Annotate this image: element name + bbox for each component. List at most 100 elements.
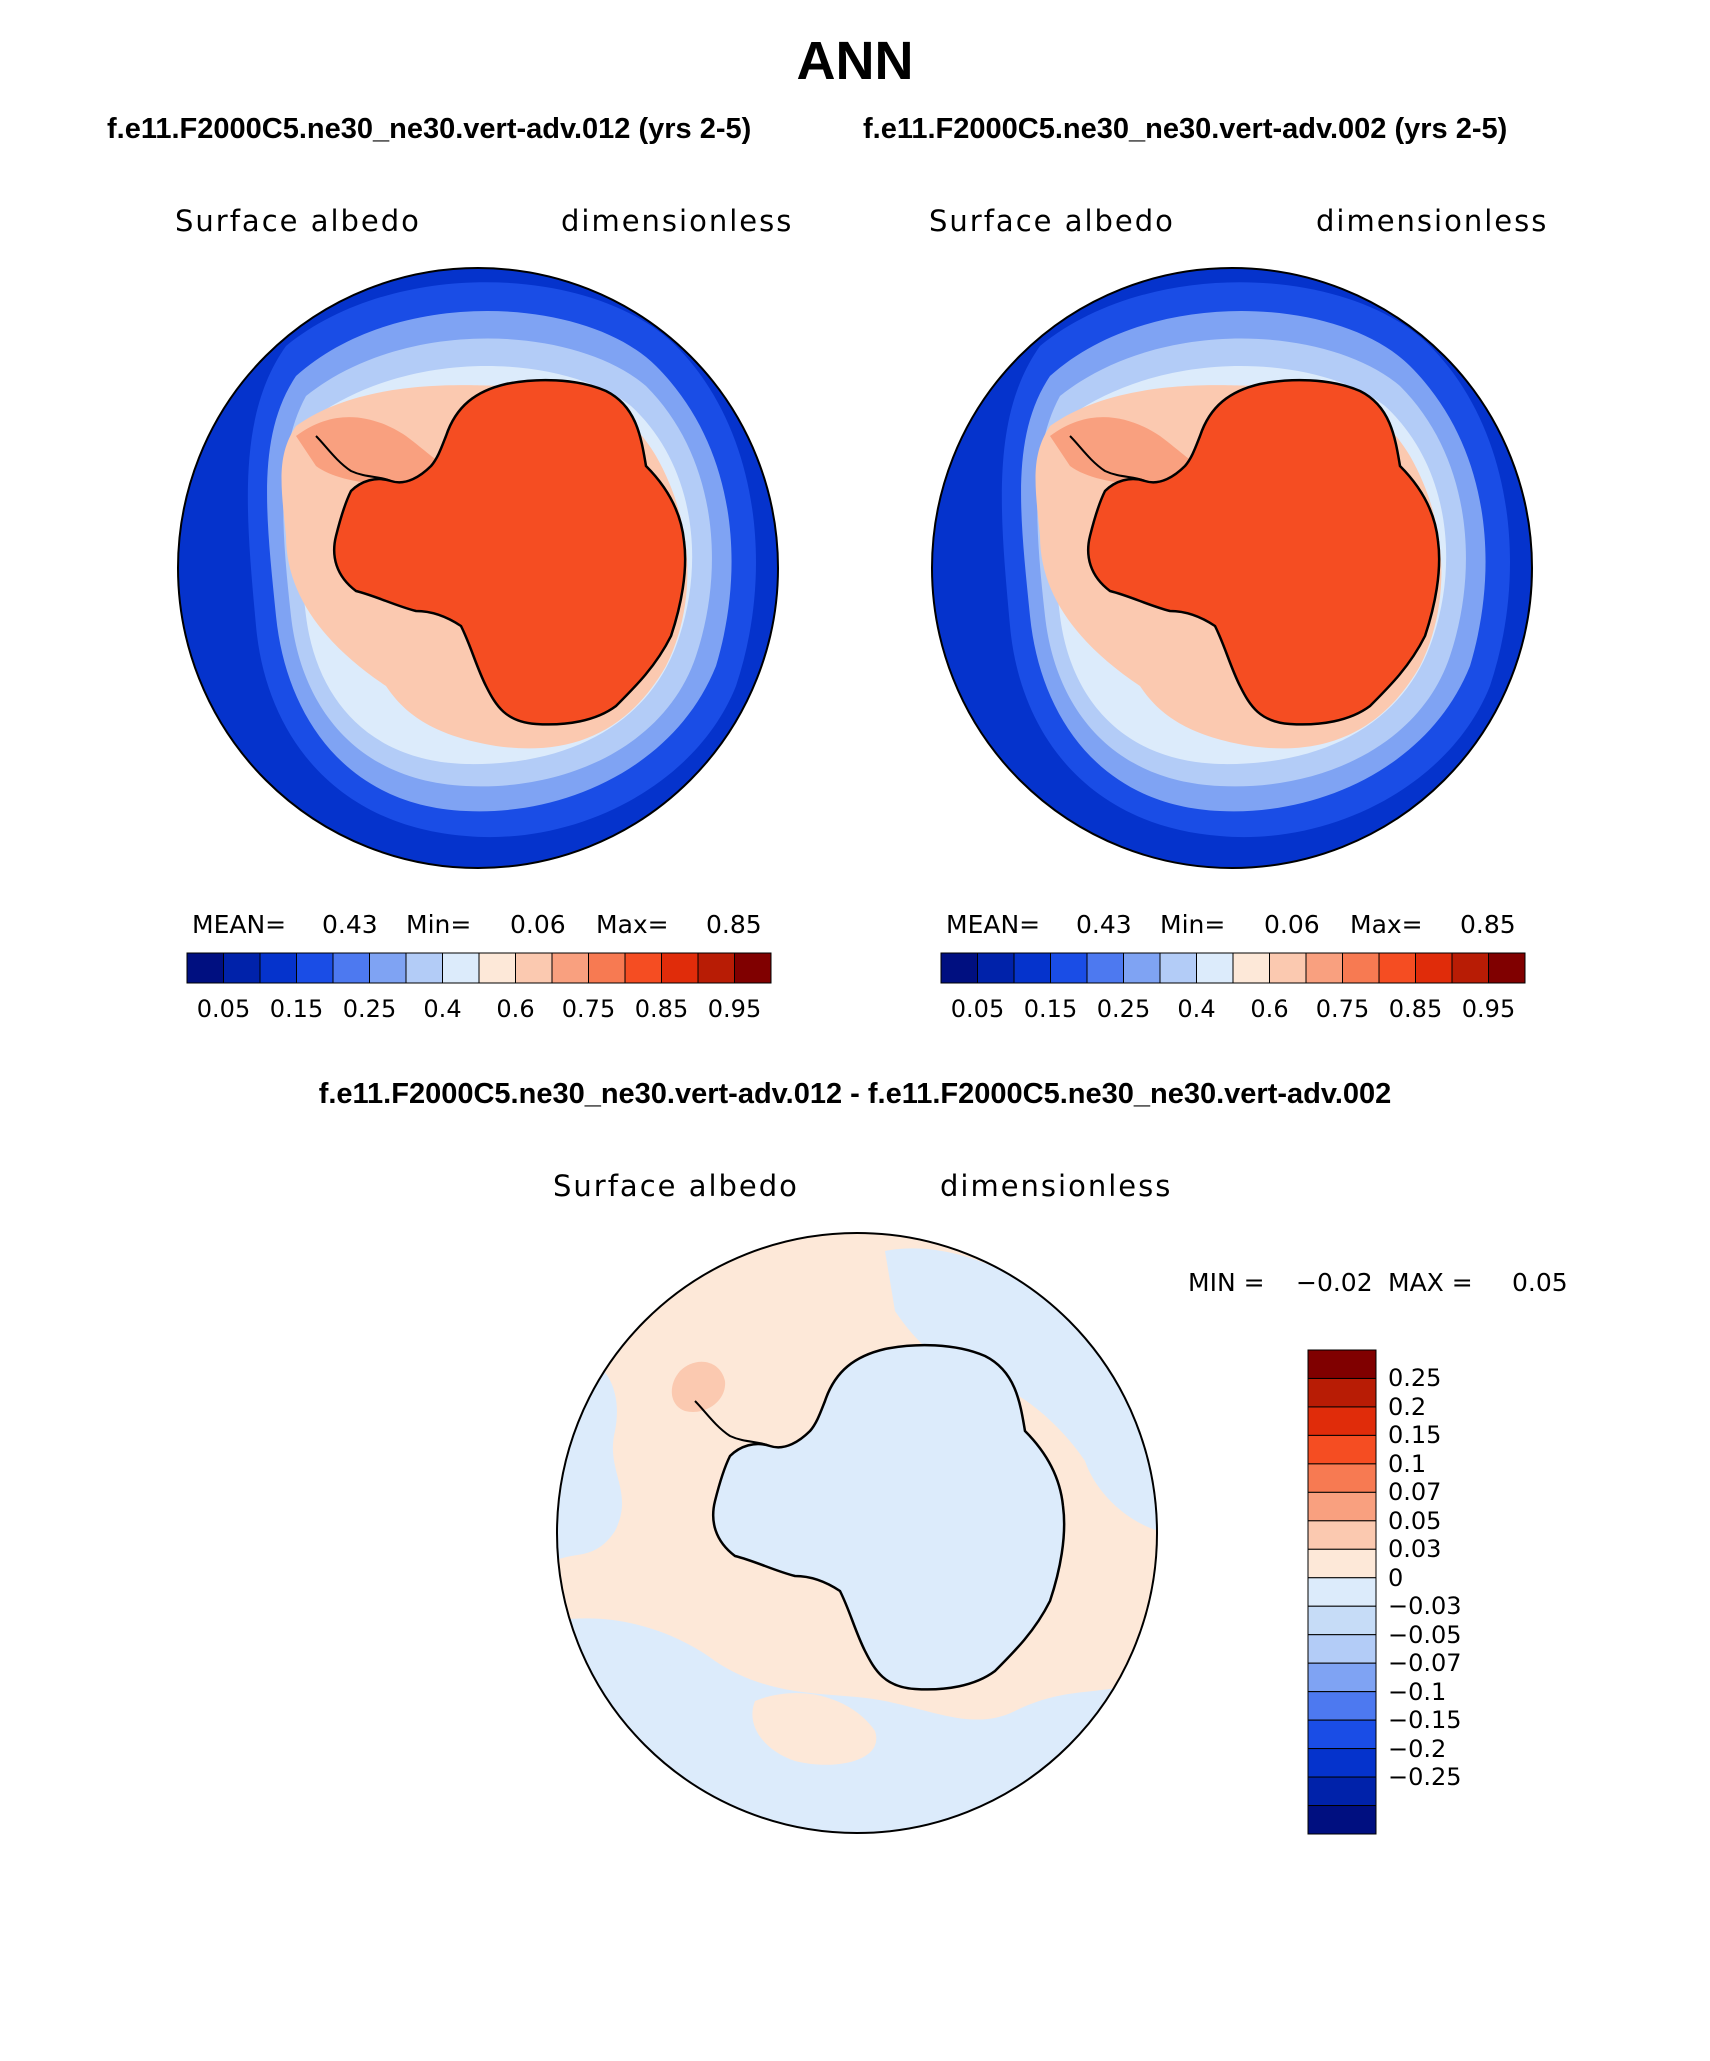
colorbar-swatch <box>940 952 978 984</box>
colorbar-tick-label: 0.25 <box>1096 995 1151 1023</box>
colorbar-swatch <box>1307 1577 1377 1607</box>
panel2-colorbar <box>940 952 1526 984</box>
diff-min-value: −0.02 <box>1296 1268 1373 1297</box>
colorbar-swatch <box>1307 1805 1377 1835</box>
colorbar-swatch <box>1307 1349 1377 1379</box>
colorbar-tick-label: 0.4 <box>423 995 462 1023</box>
colorbar-tick-label: 0.25 <box>1388 1364 1442 1393</box>
diff-title: f.e11.F2000C5.ne30_ne30.vert-adv.012 - f… <box>318 1078 1392 1110</box>
colorbar-tick-label: 0.15 <box>1388 1421 1442 1450</box>
colorbar-tick-label: −0.03 <box>1388 1592 1462 1621</box>
colorbar-tick-label: 0.05 <box>950 995 1005 1023</box>
colorbar-swatch <box>1342 952 1380 984</box>
panel1-min-value: 0.06 <box>510 910 566 939</box>
panel2-mean-label: MEAN= <box>946 910 1041 939</box>
colorbar-swatch <box>588 952 626 984</box>
colorbar-swatch <box>661 952 699 984</box>
colorbar-tick-label: −0.25 <box>1388 1763 1462 1792</box>
colorbar-swatch <box>1196 952 1234 984</box>
panel1-min-label: Min= <box>406 910 472 939</box>
colorbar-tick-label: 0.2 <box>1388 1392 1427 1421</box>
colorbar-tick-label: 0.85 <box>634 995 689 1023</box>
colorbar-tick-label: −0.05 <box>1388 1620 1462 1649</box>
colorbar-swatch <box>478 952 516 984</box>
panel2-variable-label: Surface albedo <box>929 204 1175 238</box>
antarctica-diff <box>711 1343 1066 1691</box>
colorbar-swatch <box>405 952 443 984</box>
colorbar-swatch <box>1307 1491 1377 1522</box>
diff-min-label: MIN = <box>1188 1268 1265 1297</box>
colorbar-swatch <box>442 952 480 984</box>
colorbar-swatch <box>369 952 407 984</box>
peninsula-outline <box>315 435 392 482</box>
peninsula-outline <box>694 1400 771 1447</box>
panel2-map <box>931 267 1533 869</box>
colorbar-swatch <box>1305 952 1343 984</box>
colorbar-swatch <box>1307 1605 1377 1636</box>
panel2-min-value: 0.06 <box>1264 910 1320 939</box>
colorbar-tick-label: 0.95 <box>1461 995 1516 1023</box>
antarctica-albedo <box>332 378 687 726</box>
diff-map <box>556 1232 1158 1834</box>
colorbar-tick-label: 0.4 <box>1177 995 1216 1023</box>
colorbar-tick-label: 0.15 <box>1023 995 1078 1023</box>
panel2-min-label: Min= <box>1160 910 1226 939</box>
panel1-variable-label: Surface albedo <box>175 204 421 238</box>
positive-diff-patch <box>752 1692 877 1765</box>
positive-diff-blob <box>671 1361 726 1412</box>
colorbar-swatch <box>1050 952 1088 984</box>
colorbar-tick-label: 0.6 <box>1250 995 1289 1023</box>
figure-title: ANN <box>796 31 914 91</box>
colorbar-swatch <box>1307 1406 1377 1436</box>
colorbar-swatch <box>1307 1776 1377 1807</box>
colorbar-tick-label: −0.15 <box>1388 1706 1462 1735</box>
colorbar-tick-label: −0.1 <box>1388 1677 1447 1706</box>
panel2-mean-value: 0.43 <box>1076 910 1132 939</box>
colorbar-swatch <box>223 952 261 984</box>
colorbar-tick-label: 0.05 <box>1388 1506 1442 1535</box>
colorbar-tick-label: 0.95 <box>707 995 762 1023</box>
colorbar-swatch <box>259 952 297 984</box>
colorbar-swatch <box>977 952 1015 984</box>
colorbar-swatch <box>1307 1520 1377 1550</box>
colorbar-swatch <box>515 952 553 984</box>
colorbar-swatch <box>186 952 224 984</box>
colorbar-swatch <box>296 952 334 984</box>
colorbar-tick-label: −0.07 <box>1388 1649 1462 1678</box>
colorbar-swatch <box>1307 1634 1377 1664</box>
diff-colorbar <box>1307 1349 1377 1835</box>
colorbar-tick-label: 0.6 <box>496 995 535 1023</box>
colorbar-tick-label: 0 <box>1388 1563 1404 1592</box>
diff-max-value: 0.05 <box>1512 1268 1568 1297</box>
panel1-max-value: 0.85 <box>706 910 762 939</box>
diff-max-label: MAX = <box>1388 1268 1473 1297</box>
colorbar-swatch <box>1307 1748 1377 1778</box>
colorbar-swatch <box>1307 1719 1377 1750</box>
antarctica-albedo <box>1086 378 1441 726</box>
colorbar-tick-label: 0.15 <box>269 995 324 1023</box>
sea-ice-salmon <box>1050 417 1200 486</box>
panel2-max-label: Max= <box>1350 910 1423 939</box>
colorbar-swatch <box>1415 952 1453 984</box>
negative-diff-patch <box>635 1664 707 1740</box>
sea-ice-salmon <box>296 417 446 486</box>
negative-diff-patch <box>885 1248 1157 1531</box>
panel1-max-label: Max= <box>596 910 669 939</box>
colorbar-tick-label: 0.05 <box>196 995 251 1023</box>
colorbar-tick-label: 0.03 <box>1388 1535 1442 1564</box>
colorbar-tick-label: 0.1 <box>1388 1449 1427 1478</box>
colorbar-swatch <box>1451 952 1489 984</box>
right-case-title: f.e11.F2000C5.ne30_ne30.vert-adv.002 (yr… <box>863 113 1508 145</box>
colorbar-swatch <box>1013 952 1051 984</box>
panel1-mean-label: MEAN= <box>192 910 287 939</box>
panel1-map <box>177 267 779 869</box>
colorbar-swatch <box>1123 952 1161 984</box>
panel1-mean-value: 0.43 <box>322 910 378 939</box>
colorbar-tick-label: 0.75 <box>1315 995 1370 1023</box>
colorbar-swatch <box>624 952 662 984</box>
colorbar-swatch <box>1086 952 1124 984</box>
colorbar-swatch <box>1307 1377 1377 1408</box>
colorbar-swatch <box>1307 1463 1377 1493</box>
colorbar-tick-label: 0.25 <box>342 995 397 1023</box>
colorbar-swatch <box>1159 952 1197 984</box>
